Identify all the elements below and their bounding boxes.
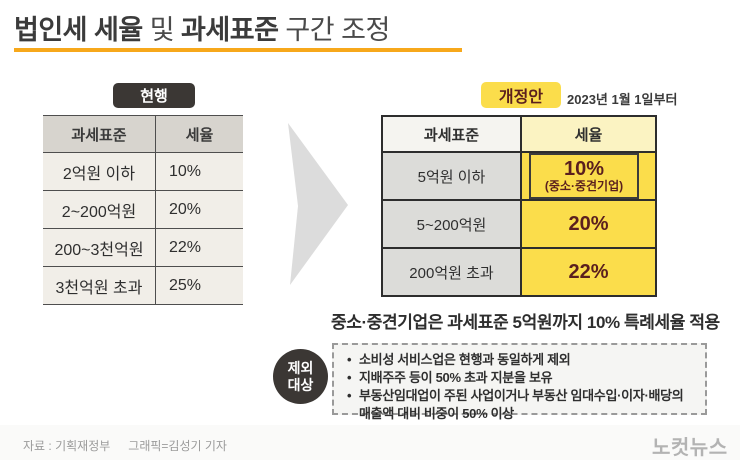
revised-table-header-row: 과세표준 세율 [383, 117, 655, 151]
data-source: 자료 : 기획재정부 [23, 439, 111, 453]
table-row: 5~200억원 20% [383, 199, 655, 247]
rate-value: 22% [568, 260, 609, 283]
rate-value: 20% [568, 212, 609, 235]
table-row: 3천억원 초과 25% [43, 267, 243, 305]
list-item: • 부동산임대업이 주된 사업이거나 부동산 임대수입·이자·배당의 매출액 대비… [346, 387, 697, 423]
title-bold-2: 과세표준 [181, 15, 279, 45]
revised-header-rate: 세율 [520, 117, 655, 151]
title-bold-1: 법인세 세율 [14, 15, 143, 45]
exclusion-circle-line2: 대상 [287, 376, 314, 393]
title-normal-2: 구간 조정 [278, 15, 390, 45]
rate-subnote: (중소·중견기업) [544, 178, 624, 193]
revised-rate-cell: 10% (중소·중견기업) [520, 153, 655, 199]
title-underline [14, 48, 462, 52]
transition-arrow [278, 113, 358, 293]
right-arrow-icon [288, 123, 348, 285]
footer-strip [0, 425, 740, 460]
current-rate-cell: 22% [169, 238, 202, 256]
current-header-taxbase: 과세표준 [43, 116, 156, 152]
current-table-header-row: 과세표준 세율 [43, 116, 243, 153]
special-rate-box: 10% (중소·중견기업) [529, 153, 639, 199]
bullet-icon: • [347, 387, 352, 403]
revised-rate-cell: 22% [520, 249, 655, 295]
title-normal-1: 및 [142, 15, 182, 45]
revised-header-taxbase: 과세표준 [383, 117, 520, 151]
rate-value: 10% [563, 157, 605, 180]
current-badge: 현행 [113, 83, 195, 108]
revised-taxbase-cell: 5~200억원 [383, 201, 520, 247]
revised-badge: 개정안 [481, 82, 561, 108]
list-item: • 지배주주 등이 50% 초과 지분을 보유 [346, 369, 697, 387]
effective-date: 2023년 1월 1일부터 [567, 92, 678, 107]
current-taxbase-cell: 2억원 이하 [43, 153, 156, 190]
graphic-credit: 그래픽=김성기 기자 [128, 439, 227, 453]
current-header-rate: 세율 [185, 126, 214, 144]
current-rate-cell: 25% [169, 276, 202, 294]
exclusion-list: • 소비성 서비스업은 현행과 동일하게 제외 • 지배주주 등이 50% 초과 지… [346, 351, 697, 423]
table-row: 200~3천억원 22% [43, 229, 243, 267]
special-rule-note: 중소·중견기업은 과세표준 5억원까지 10% 특례세율 적용 [331, 313, 720, 332]
bullet-icon: • [347, 369, 352, 385]
exclusion-circle-badge: 제외 대상 [273, 349, 328, 404]
list-item: • 소비성 서비스업은 현행과 동일하게 제외 [346, 351, 697, 369]
source-credit-line: 자료 : 기획재정부 그래픽=김성기 기자 [23, 437, 227, 454]
revised-taxbase-cell: 5억원 이하 [383, 153, 520, 199]
list-item-text: 소비성 서비스업은 현행과 동일하게 제외 [359, 352, 571, 367]
bullet-icon: • [347, 352, 352, 367]
current-taxbase-cell: 2~200억원 [43, 191, 156, 228]
current-rate-cell: 10% [169, 162, 202, 180]
table-row: 5억원 이하 10% (중소·중견기업) [383, 151, 655, 199]
exclusion-list-box: • 소비성 서비스업은 현행과 동일하게 제외 • 지배주주 등이 50% 초과 지… [332, 343, 707, 421]
current-taxbase-cell: 3천억원 초과 [43, 267, 156, 304]
exclusion-circle-line1: 제외 [287, 360, 314, 377]
table-row: 200억원 초과 22% [383, 247, 655, 295]
table-row: 2~200억원 20% [43, 191, 243, 229]
list-item-text: 지배주주 등이 50% 초과 지분을 보유 [359, 369, 553, 385]
current-rate-cell: 20% [169, 200, 202, 218]
revised-table: 과세표준 세율 5억원 이하 10% (중소·중견기업) 5~200억원 20%… [381, 115, 657, 297]
list-item-text: 부동산임대업이 주된 사업이거나 부동산 임대수입·이자·배당의 매출액 대비 … [359, 387, 684, 421]
current-taxbase-cell: 200~3천억원 [43, 229, 156, 266]
current-table: 과세표준 세율 2억원 이하 10% 2~200억원 20% 200~3천억원 … [43, 115, 243, 305]
revised-rate-cell: 20% [520, 201, 655, 247]
nocut-news-logo: 노컷뉴스 [652, 437, 728, 459]
revised-taxbase-cell: 200억원 초과 [383, 249, 520, 295]
page-title: 법인세 세율 및 과세표준 구간 조정 [14, 8, 390, 47]
table-row: 2억원 이하 10% [43, 153, 243, 191]
